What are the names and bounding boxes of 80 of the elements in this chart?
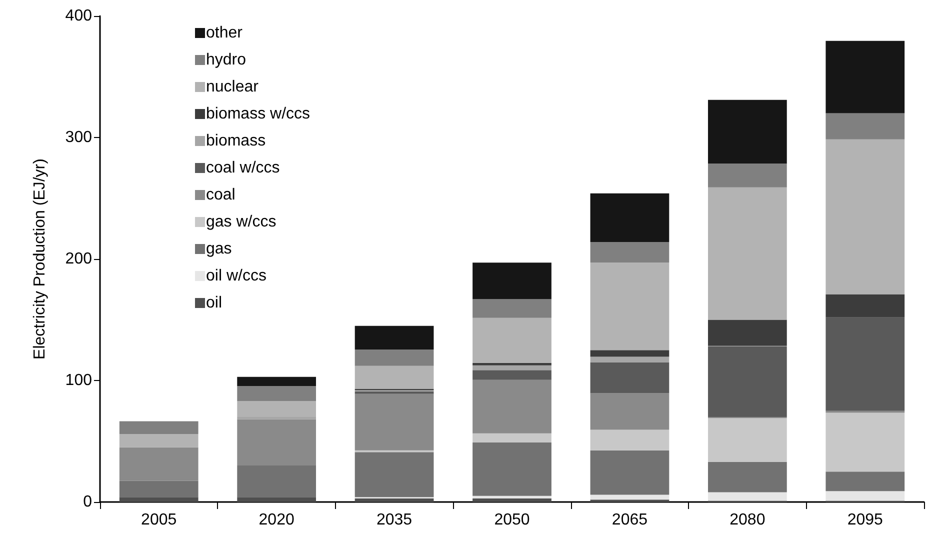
legend-label: biomass w/ccs bbox=[206, 106, 310, 122]
legend-label: biomass bbox=[206, 132, 266, 150]
bar bbox=[590, 494, 670, 500]
bar bbox=[708, 346, 787, 417]
bar bbox=[708, 462, 787, 492]
bar bbox=[708, 164, 787, 188]
y-tick-label: 200 bbox=[65, 250, 92, 268]
bar bbox=[472, 370, 552, 380]
bar bbox=[354, 350, 434, 366]
legend-label: coal w/ccs bbox=[206, 160, 280, 176]
bar bbox=[826, 472, 905, 492]
x-tick-label: 2035 bbox=[376, 512, 412, 528]
y-tick-label: 300 bbox=[65, 129, 92, 146]
bar bbox=[590, 193, 670, 242]
bar bbox=[826, 139, 905, 294]
bar bbox=[237, 386, 316, 402]
bar bbox=[708, 187, 787, 320]
bar bbox=[708, 100, 787, 164]
bar bbox=[590, 393, 670, 430]
bar bbox=[708, 492, 787, 501]
bar bbox=[826, 113, 905, 140]
bar bbox=[472, 299, 552, 318]
bar bbox=[354, 394, 434, 450]
x-tick-label: 2080 bbox=[730, 512, 766, 528]
bar bbox=[472, 262, 552, 300]
legend-label: hydro bbox=[206, 52, 246, 68]
bar bbox=[237, 416, 316, 420]
bar bbox=[826, 491, 905, 501]
x-tick-label: 2050 bbox=[494, 512, 530, 528]
bar bbox=[590, 242, 670, 263]
bar bbox=[237, 419, 316, 466]
bar bbox=[590, 350, 670, 357]
bar bbox=[590, 262, 670, 350]
bar bbox=[354, 452, 434, 498]
x-tick-label: 2020 bbox=[258, 512, 294, 528]
legend-label: gas bbox=[206, 240, 232, 258]
bar bbox=[708, 320, 787, 346]
legend-label: other bbox=[206, 24, 244, 42]
bar bbox=[472, 380, 552, 434]
y-tick-label: 400 bbox=[65, 8, 92, 24]
bar bbox=[237, 466, 316, 498]
bar bbox=[472, 433, 552, 442]
bar bbox=[354, 366, 434, 390]
bar bbox=[590, 430, 670, 450]
bar bbox=[237, 401, 316, 417]
bar bbox=[237, 497, 316, 502]
bar bbox=[119, 434, 198, 448]
bar bbox=[472, 318, 552, 363]
bar bbox=[708, 418, 787, 462]
legend-label: oil w/ccs bbox=[206, 268, 266, 284]
bar bbox=[826, 40, 905, 114]
bar bbox=[354, 391, 434, 394]
bar bbox=[472, 498, 552, 502]
bar bbox=[826, 412, 905, 472]
bar bbox=[590, 362, 670, 394]
bar bbox=[590, 356, 670, 362]
bar bbox=[119, 497, 198, 502]
bar bbox=[354, 498, 434, 502]
bar bbox=[590, 450, 670, 495]
bar bbox=[826, 294, 905, 318]
legend-label: oil bbox=[206, 294, 222, 312]
bar bbox=[237, 376, 316, 386]
bar bbox=[119, 421, 198, 434]
bar bbox=[472, 362, 552, 366]
bar bbox=[119, 480, 198, 498]
bar bbox=[472, 496, 552, 498]
bar bbox=[472, 442, 552, 496]
y-tick-label: 100 bbox=[65, 372, 92, 389]
legend-label: nuclear bbox=[206, 78, 260, 96]
bar bbox=[826, 317, 905, 411]
x-tick-label: 2005 bbox=[141, 512, 177, 528]
x-tick-label: 2065 bbox=[612, 512, 648, 528]
bar bbox=[354, 326, 434, 350]
legend-label: coal bbox=[206, 186, 236, 204]
y-axis-title: Electricity Production (EJ/yr) bbox=[32, 158, 48, 360]
legend-label: gas w/ccs bbox=[206, 214, 276, 230]
y-tick-label: 0 bbox=[83, 494, 92, 510]
bar bbox=[119, 447, 198, 481]
x-tick-label: 2095 bbox=[847, 512, 884, 528]
bar bbox=[472, 365, 552, 370]
